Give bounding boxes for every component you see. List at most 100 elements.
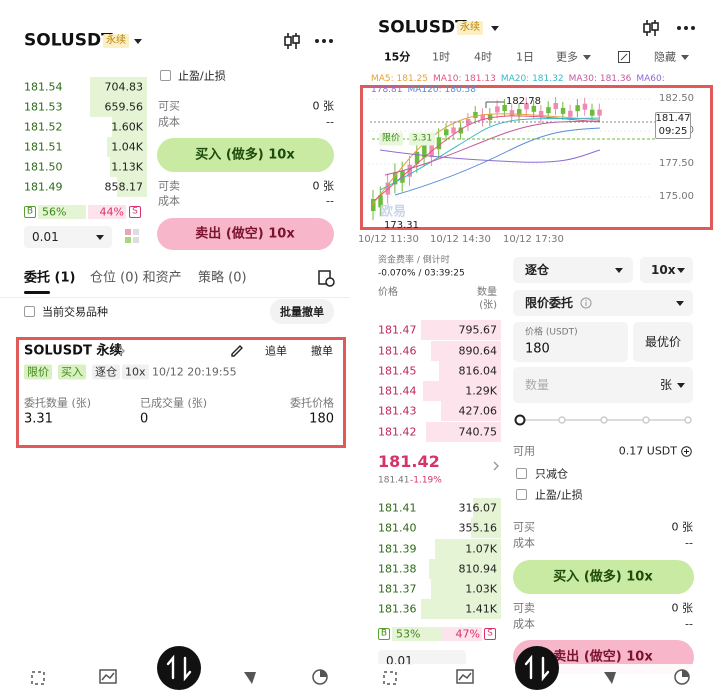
last-price: 181.42	[378, 452, 440, 471]
buy-label: B	[380, 628, 388, 639]
bid-qty: 1.41K	[465, 602, 497, 616]
best-price-label[interactable]: 最优价	[644, 335, 682, 349]
symbol: SOLUSDT	[378, 17, 467, 38]
tick-select[interactable]	[24, 226, 112, 248]
checkbox[interactable]	[516, 468, 527, 479]
label: 止盈/止损	[178, 69, 226, 83]
buy-pct: 56%	[42, 205, 67, 219]
label: 10x	[651, 263, 676, 277]
dropdown-arrow	[96, 235, 104, 240]
label: 0 张	[312, 179, 335, 193]
timeframe[interactable]: 1时	[432, 50, 450, 64]
sell-ratio-bar	[442, 627, 482, 641]
buy-button[interactable]	[157, 138, 334, 172]
checkbox[interactable]	[24, 306, 35, 317]
timeframe[interactable]: 更多	[556, 50, 578, 64]
chevron	[493, 461, 499, 471]
ask-price: 181.44	[378, 384, 417, 398]
bid-price: 181.53	[24, 100, 63, 114]
ma-value: MA5: 181.25	[371, 74, 429, 84]
sell-label: S	[487, 628, 493, 639]
edit-icon[interactable]	[230, 343, 244, 357]
order-time: 10/12 20:19:55	[152, 365, 237, 379]
hide-toggle[interactable]: 隐藏	[654, 50, 676, 64]
tab[interactable]: 策略 (0)	[198, 270, 247, 286]
bid-qty: 1.03K	[465, 582, 497, 596]
depth-bar	[441, 401, 501, 421]
tab[interactable]: 仓位 (0) 和资产	[90, 270, 182, 286]
label: 可用	[513, 444, 535, 458]
bid-qty: 858.17	[104, 180, 144, 194]
label: 价格	[378, 287, 398, 298]
price-tick: 182.50	[659, 93, 694, 104]
bid-qty: 1.60K	[111, 120, 143, 134]
timeframe[interactable]: 4时	[474, 50, 492, 64]
checkbox[interactable]	[516, 489, 527, 500]
label: 逐仓	[525, 263, 550, 277]
chase-button[interactable]: 追单	[265, 344, 287, 358]
symbol: SOLUSDT	[24, 30, 113, 51]
buy-button-label[interactable]: 买入 (做多) 10x	[553, 569, 653, 585]
sell-button-label[interactable]: 卖出 (做空) 10x	[195, 226, 295, 242]
cancel-all-button[interactable]	[270, 299, 334, 324]
add-icon[interactable]	[681, 446, 692, 457]
bid-price: 181.50	[24, 160, 63, 174]
depth-icon[interactable]	[125, 229, 139, 243]
label: --	[326, 115, 334, 129]
checkbox[interactable]	[160, 70, 171, 81]
chart-icon[interactable]	[642, 19, 660, 37]
label: 成本	[158, 115, 180, 129]
bid-price: 181.38	[378, 562, 417, 576]
order-line-tag: 限价	[379, 132, 404, 146]
order-type-select[interactable]	[513, 290, 693, 316]
depth-bar	[473, 498, 501, 518]
cancel-all-label[interactable]: 批量撤单	[280, 305, 324, 319]
label: 0 张	[312, 99, 335, 113]
high-label: 182.78	[506, 96, 541, 107]
tab[interactable]: 委托 (1)	[24, 270, 76, 286]
depth-bar	[431, 579, 501, 599]
more-icon[interactable]	[676, 25, 696, 31]
timeframe[interactable]: 15分	[384, 50, 411, 64]
sell-badge	[129, 206, 141, 218]
depth-bar	[426, 422, 501, 442]
best-price-button[interactable]	[633, 322, 693, 362]
label: 限价委托	[525, 296, 574, 310]
ask-price: 181.46	[378, 344, 417, 358]
label: 成本	[513, 617, 535, 631]
cancel-button[interactable]: 撤单	[311, 344, 333, 358]
sell-button-label[interactable]: 卖出 (做空) 10x	[553, 649, 653, 665]
sell-button[interactable]	[157, 218, 334, 250]
sell-pct: 44%	[99, 205, 124, 219]
label: 只减仓	[535, 467, 568, 481]
chart-icon[interactable]	[283, 32, 301, 50]
ask-price: 181.42	[378, 425, 417, 439]
dropdown-arrow	[677, 383, 685, 388]
bid-qty: 316.07	[458, 501, 498, 515]
buy-button[interactable]	[513, 560, 694, 594]
history-icon[interactable]	[318, 270, 335, 287]
draw-icon[interactable]	[618, 51, 630, 63]
price-input[interactable]	[513, 322, 628, 362]
bid-price: 181.37	[378, 582, 417, 596]
timeframe[interactable]: 1日	[516, 50, 534, 64]
buy-button-label[interactable]: 买入 (做多) 10x	[195, 147, 295, 163]
order-title: SOLUSDT 永续	[24, 343, 123, 359]
margin-select[interactable]	[513, 257, 633, 283]
more-icon[interactable]	[314, 38, 334, 44]
qty-input[interactable]	[513, 367, 693, 403]
ma-value: MA20: 181.32	[500, 74, 564, 84]
sell-ratio-bar	[88, 205, 126, 219]
depth-bar	[439, 361, 501, 381]
highlight-box	[360, 85, 713, 230]
label: 0 张	[671, 520, 694, 534]
depth-bar	[117, 177, 147, 197]
price-tick: 175.00	[659, 191, 694, 202]
order-tag: 买入	[58, 364, 86, 380]
highlight-box	[16, 337, 346, 448]
depth-bar	[107, 137, 147, 157]
